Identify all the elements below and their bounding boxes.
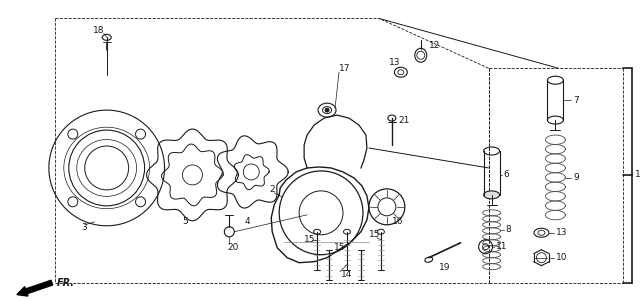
Ellipse shape bbox=[484, 191, 500, 199]
Circle shape bbox=[325, 108, 329, 112]
Text: 16: 16 bbox=[392, 217, 403, 226]
Text: 12: 12 bbox=[429, 41, 440, 50]
Text: 11: 11 bbox=[495, 242, 507, 251]
Text: 15: 15 bbox=[334, 243, 346, 252]
Text: 13: 13 bbox=[556, 228, 568, 237]
Text: 15: 15 bbox=[304, 235, 316, 244]
FancyArrow shape bbox=[17, 280, 52, 296]
Text: 19: 19 bbox=[439, 263, 450, 272]
Text: 20: 20 bbox=[227, 243, 239, 252]
Text: 10: 10 bbox=[556, 253, 568, 262]
Text: 14: 14 bbox=[341, 270, 353, 279]
Text: 4: 4 bbox=[244, 217, 250, 226]
Text: 5: 5 bbox=[182, 217, 188, 226]
Text: 8: 8 bbox=[506, 225, 511, 234]
Text: 15: 15 bbox=[369, 230, 380, 239]
Text: 2: 2 bbox=[269, 185, 275, 194]
Text: 13: 13 bbox=[389, 58, 401, 67]
Text: 3: 3 bbox=[82, 223, 88, 232]
Text: 7: 7 bbox=[573, 96, 579, 105]
Text: 6: 6 bbox=[504, 170, 509, 179]
Text: 21: 21 bbox=[399, 116, 410, 125]
Text: 1: 1 bbox=[635, 170, 640, 179]
Text: FR.: FR. bbox=[57, 278, 75, 288]
Text: 17: 17 bbox=[339, 64, 351, 73]
Text: 9: 9 bbox=[573, 173, 579, 182]
Text: 18: 18 bbox=[93, 26, 104, 35]
